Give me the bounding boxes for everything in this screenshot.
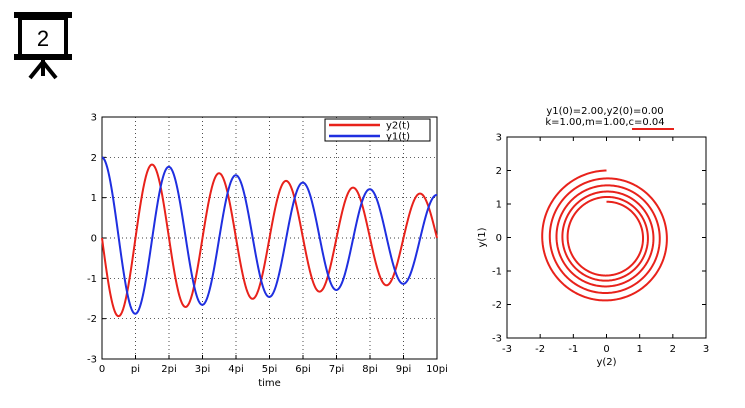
series-line-y2 [101,163,438,318]
x-tick-label: pi [131,364,140,375]
time-series-lines [101,156,438,318]
y-tick-label: -2 [87,314,97,325]
y-tick-label: 0 [91,234,97,245]
y-tick-label: -1 [87,274,97,285]
y-tick-label: 1 [91,193,97,204]
phase-x-tick-label: -2 [535,344,545,355]
phase-x-tick-label: 0 [603,344,609,355]
series-line-y1 [101,156,438,315]
x-tick-label: 10pi [426,364,448,375]
legend-label-y2: y2(t) [386,121,410,132]
x-tick-label: 2pi [161,364,177,375]
y-tick-label: -3 [87,355,97,366]
phase-ylabel: y(1) [477,227,488,247]
presentation-board-icon: 2 [14,12,72,80]
phase-y-tick-label: -3 [492,334,502,345]
phase-x-tick-label: -1 [568,344,578,355]
phase-trajectory-line [541,169,668,302]
phase-y-tick-label: -1 [492,267,502,278]
x-tick-label: 9pi [396,364,412,375]
phase-title-line-2: k=1.00,m=1.00,c=0.04 [545,117,664,128]
phase-x-tick-label: 2 [670,344,676,355]
phase-y-tick-label: 3 [496,133,502,144]
slide-number: 2 [37,26,49,51]
time-series-chart: 0 pi 2pi 3pi 4pi 5pi 6pi 7pi 8pi 9pi 10pi -3 -2 -1 0 1 2… [87,113,448,390]
phase-y-tick-label: 0 [496,233,502,244]
x-tick-label: 3pi [195,364,211,375]
x-tick-label: 6pi [295,364,311,375]
y-tick-label: 2 [91,153,97,164]
x-tick-label: 5pi [262,364,278,375]
x-tick-label: 8pi [362,364,378,375]
legend-box [324,118,431,142]
phase-y-tick-label: -2 [492,300,502,311]
phase-x-tick-label: -3 [502,344,512,355]
phase-x-tick-label: 1 [636,344,642,355]
x-tick-label: 7pi [329,364,345,375]
phase-x-tick-label: 3 [703,344,709,355]
phase-plot-frame [506,136,707,339]
x-tick-label: 4pi [228,364,244,375]
phase-trajectory [541,169,668,302]
legend-label-y1: y1(t) [386,132,410,143]
phase-y-tick-label: 1 [496,200,502,211]
phase-title-line-1: y1(0)=2.00,y2(0)=0.00 [546,106,663,117]
time-series-xlabel: time [258,378,281,389]
time-series-legend: y2(t) y1(t) [324,118,431,143]
phase-ticks: -3 -2 -1 0 1 2 3 -3 -2 -1 0 1 2 3 [492,133,709,356]
y-tick-label: 3 [91,113,97,124]
x-tick-label: 0 [99,364,105,375]
phase-portrait-chart: y1(0)=2.00,y2(0)=0.00 k=1.00,m=1.00,c=0.… [477,106,709,368]
phase-y-tick-label: 2 [496,166,502,177]
phase-xlabel: y(2) [596,357,616,368]
time-series-ticks: 0 pi 2pi 3pi 4pi 5pi 6pi 7pi 8pi 9pi 10pi -3 -2 -1 0 1 2… [87,113,448,376]
